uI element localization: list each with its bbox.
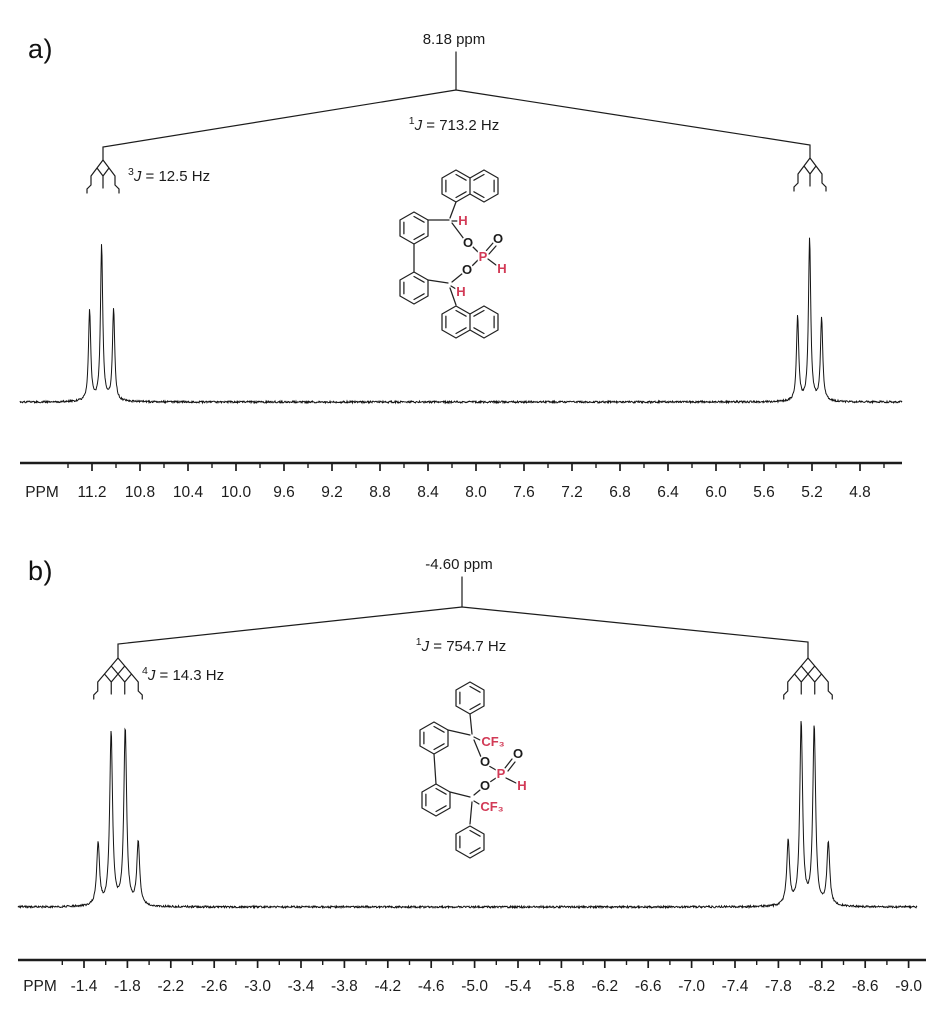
x-axis-tick-label-b: -4.2 <box>374 978 401 995</box>
x-axis-tick-label-b: -8.6 <box>852 978 879 995</box>
atom-label-p-h: H <box>517 778 526 793</box>
x-axis-tick-label-a: 10.8 <box>125 484 155 501</box>
x-axis-tick-label-b: -2.2 <box>157 978 184 995</box>
panel-b-j4-label: 4J = 14.3 Hz <box>142 665 225 684</box>
x-axis-tick-label-b: -2.6 <box>201 978 228 995</box>
panel-b-shift-label: -4.60 ppm <box>425 556 493 573</box>
structure-b-bonds <box>419 681 517 859</box>
x-axis-tick-label-a: 10.4 <box>173 484 204 501</box>
x-axis-tick-label-b: -5.0 <box>461 978 488 995</box>
x-axis-tick-label-a: 8.8 <box>369 484 391 501</box>
x-axis-tick-label-b: -7.4 <box>722 978 749 995</box>
panel-b-j1-label: 1J = 754.7 Hz <box>415 636 507 655</box>
x-axis-tick-label-a: 11.2 <box>77 484 106 501</box>
spectrum-trace-a <box>19 237 903 405</box>
x-axis-tick-label-a: 8.4 <box>417 484 439 501</box>
x-axis-tick-label-a: 5.2 <box>801 484 823 501</box>
atom-label-cf3-bottom: CF₃ <box>480 799 503 814</box>
atom-label-o-bottom: O <box>480 778 490 793</box>
x-axis-tick-label-a: 4.8 <box>849 484 871 501</box>
atom-label-o-bottom: O <box>462 262 472 277</box>
x-axis-tick-label-b: -5.8 <box>548 978 575 995</box>
atom-label-cf3-top: CF₃ <box>481 734 504 749</box>
coupling-tree-a-left <box>86 159 120 194</box>
panel-a-shift-label: 8.18 ppm <box>422 31 486 48</box>
x-axis-tick-label-a: 6.8 <box>609 484 631 501</box>
panel-b-roof-right <box>461 606 809 659</box>
panel-a-j3-label: 3J = 12.5 Hz <box>128 166 211 185</box>
x-axis-tick-label-a: 6.0 <box>705 484 727 501</box>
atom-label-methine-h-bottom: H <box>456 284 465 299</box>
x-axis-tick-label-b: -3.8 <box>331 978 358 995</box>
x-axis-unit-label-b: PPM <box>23 978 57 995</box>
x-axis-unit-label-a: PPM <box>25 484 59 501</box>
atom-label-o-top: O <box>463 235 473 250</box>
coupling-tree-b-left <box>93 657 143 700</box>
x-axis-tick-label-b: -6.6 <box>635 978 662 995</box>
x-axis-tick-label-b: -3.0 <box>244 978 271 995</box>
coupling-tree-a-right <box>793 157 827 192</box>
atom-label-o-double: O <box>493 231 503 246</box>
panel-a-roof-left <box>102 89 457 161</box>
x-axis-tick-label-a: 7.6 <box>513 484 535 501</box>
x-axis-tick-label-b: -4.6 <box>418 978 445 995</box>
atom-label-methine-h-top: H <box>458 213 467 228</box>
panel-a-label: a) <box>28 34 54 64</box>
panel-b-label: b) <box>28 556 54 586</box>
coupling-tree-b-right <box>783 657 833 700</box>
structure-a-binaphthyl-phosphonate: H O O P H O H <box>399 169 508 339</box>
x-axis-tick-label-b: -7.0 <box>678 978 705 995</box>
atom-label-p: P <box>479 249 488 264</box>
atom-label-o-top: O <box>480 754 490 769</box>
x-axis-tick-label-b: -5.4 <box>505 978 532 995</box>
panel-b-roof-left <box>117 606 463 659</box>
structure-a-bonds <box>399 169 499 339</box>
structure-b-cf3-phosphonate: CF₃ O O P H O CF₃ <box>419 681 528 859</box>
panel-a-j1-label: 1J = 713.2 Hz <box>408 115 500 134</box>
x-axis-tick-label-b: -3.4 <box>288 978 315 995</box>
x-axis-tick-label-a: 6.4 <box>657 484 679 501</box>
spectrum-trace-b <box>17 721 918 910</box>
x-axis-tick-label-b: -9.0 <box>895 978 922 995</box>
x-axis-tick-label-b: -1.4 <box>71 978 98 995</box>
x-axis-tick-label-b: -6.2 <box>591 978 618 995</box>
panel-a-roof-right <box>455 89 811 159</box>
x-axis-tick-label-a: 9.2 <box>321 484 343 501</box>
atom-label-p-h: H <box>497 261 506 276</box>
atom-label-o-double: O <box>513 746 523 761</box>
x-axis-tick-label-a: 10.0 <box>221 484 252 501</box>
x-axis-tick-label-b: -7.8 <box>765 978 792 995</box>
x-axis-tick-label-a: 5.6 <box>753 484 775 501</box>
x-axis-tick-label-a: 9.6 <box>273 484 295 501</box>
x-axis-tick-label-b: -8.2 <box>808 978 835 995</box>
x-axis-tick-label-a: 7.2 <box>561 484 583 501</box>
x-axis-tick-label-a: 8.0 <box>465 484 487 501</box>
atom-label-p: P <box>497 766 506 781</box>
x-axis-tick-label-b: -1.8 <box>114 978 141 995</box>
